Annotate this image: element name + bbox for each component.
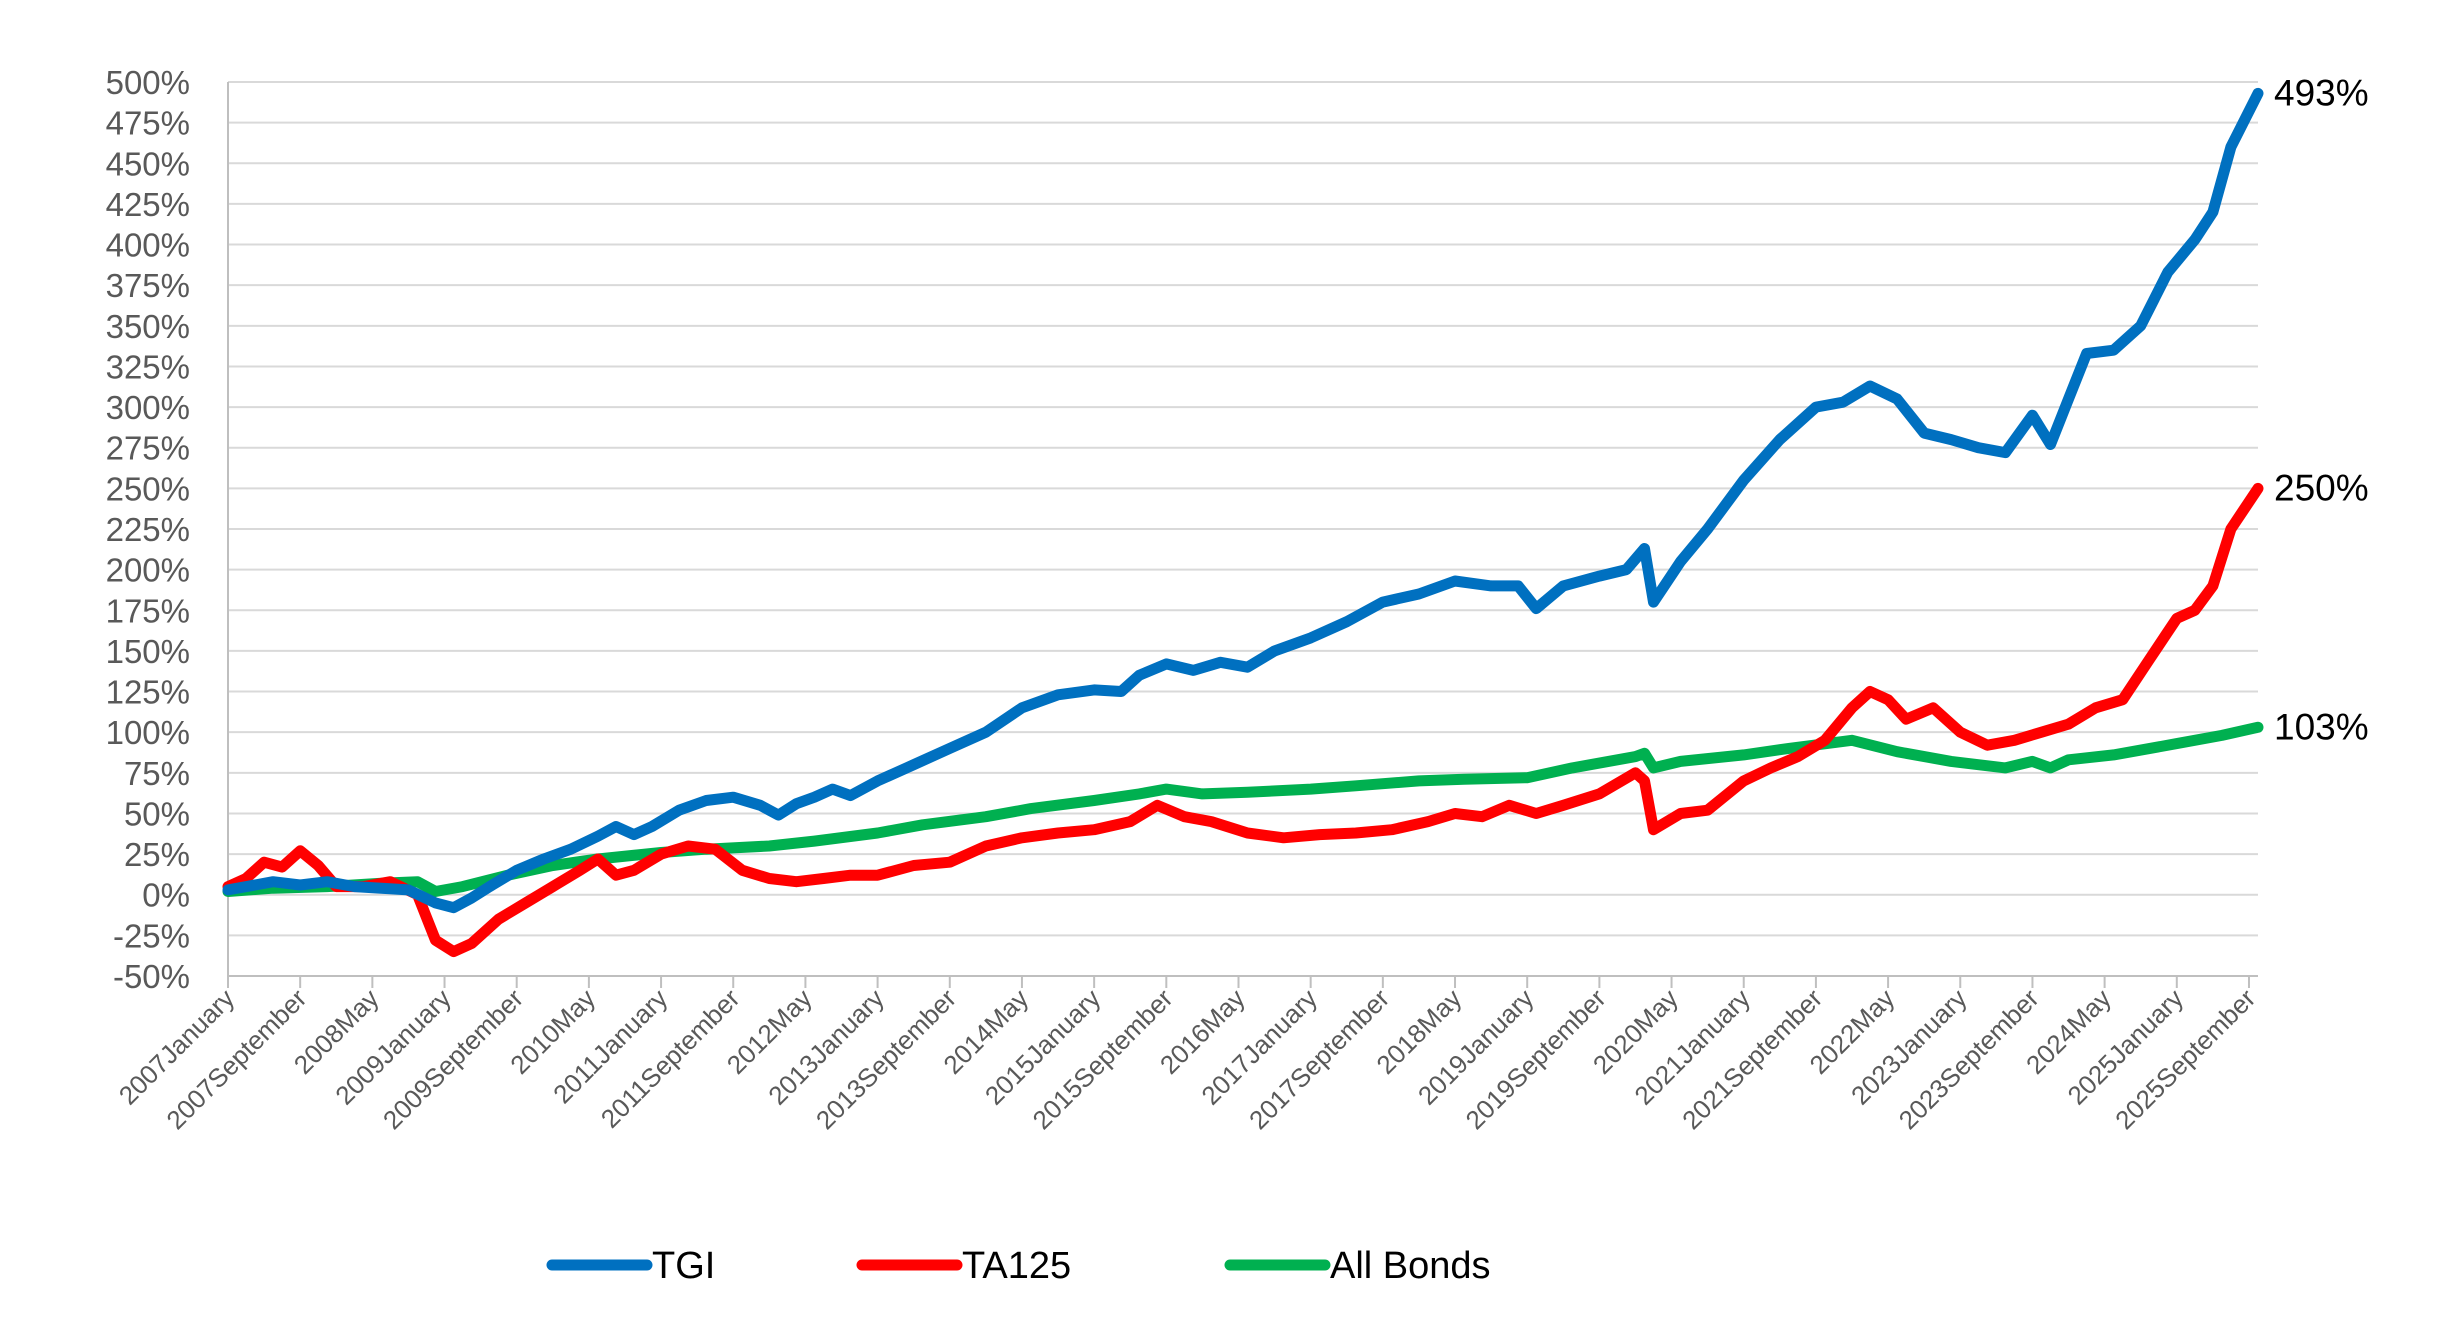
y-tick-label: 475% (106, 105, 190, 142)
y-tick-label: 350% (106, 308, 190, 345)
y-tick-label: 150% (106, 633, 190, 670)
series-line-tgi (222, 87, 2264, 914)
y-tick-label: 200% (106, 552, 190, 589)
y-tick-label: -25% (113, 917, 190, 954)
legend-label-all-bonds: All Bonds (1330, 1245, 1491, 1287)
legend-label-tgi: TGI (652, 1245, 715, 1287)
y-tick-label: 125% (106, 674, 190, 711)
y-tick-label: 50% (124, 795, 190, 832)
end-label-ta125: 250% (2274, 467, 2369, 508)
y-axis-tick-labels: 500% 475%450% 425% 400%375% 350%325% 300% 275%… (106, 64, 190, 995)
series-lines (222, 87, 2264, 958)
y-tick-label: 450% (106, 145, 190, 182)
y-tick-label: 300% (106, 389, 190, 426)
gridlines (227, 81, 2258, 977)
end-label-tgi: 493% (2274, 72, 2369, 113)
y-tick-label: 500% (106, 64, 190, 101)
legend: TGI TA125 All Bonds (546, 1245, 1491, 1287)
series-line-all-bonds (222, 721, 2264, 897)
series-line-ta125 (222, 482, 2264, 958)
y-tick-label: 425% (106, 186, 190, 223)
y-tick-label: 25% (124, 836, 190, 873)
y-tick-label: 250% (106, 470, 190, 507)
legend-label-ta125: TA125 (962, 1245, 1071, 1287)
y-tick-label: 0% (142, 877, 190, 914)
y-tick-label: 100% (106, 714, 190, 751)
x-axis-tick-labels: 2007January2007September2008May2009Janua… (113, 976, 2261, 1135)
end-label-all-bonds: 103% (2274, 706, 2369, 747)
y-tick-label: 175% (106, 592, 190, 629)
y-tick-label: 75% (124, 755, 190, 792)
y-tick-label: 225% (106, 511, 190, 548)
y-tick-label: 400% (106, 227, 190, 264)
y-tick-label: 325% (106, 348, 190, 385)
y-tick-label: 275% (106, 430, 190, 467)
y-tick-label: 375% (106, 267, 190, 304)
y-tick-label: -50% (113, 958, 190, 995)
end-labels: 103% 250% 493% (2274, 72, 2369, 747)
